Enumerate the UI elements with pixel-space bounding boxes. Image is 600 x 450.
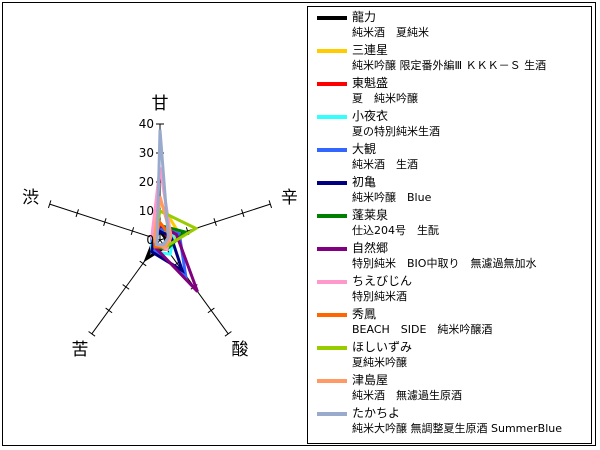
- legend-swatch: [317, 16, 347, 20]
- axis-tick: [47, 200, 52, 209]
- legend-series-name: 龍力: [352, 10, 377, 24]
- r-tick-label: 20: [139, 175, 154, 189]
- axis-tick: [105, 307, 113, 314]
- legend-item-0: 龍力 純米酒 夏純米: [314, 9, 592, 42]
- legend-item-9: 秀鳳 BEACH SIDE 純米吟醸酒: [314, 306, 592, 339]
- legend-swatch: [317, 115, 347, 119]
- axis-tick: [268, 200, 273, 209]
- legend-series-subtitle: 純米吟醸 Blue: [352, 191, 432, 204]
- axis-label-4: 渋: [22, 188, 39, 208]
- legend-series-subtitle: 純米酒 無濾過生原酒: [352, 389, 462, 402]
- axis-label-1: 辛: [281, 188, 298, 208]
- legend-series-name: 津島屋: [352, 373, 389, 387]
- legend-item-12: たかちよ純米大吟醸 無調整夏生原酒 SummerBlue: [314, 405, 592, 438]
- radar-labels: 甘辛酸 苦 渋 0 10 20 30 40: [22, 94, 298, 360]
- legend: 龍力純米酒 夏純米 三連星純米吟醸 限定番外編Ⅲ ＫＫＫ－Ｓ 生酒 東魁盛夏 純米吟…: [307, 6, 592, 444]
- axis-tick: [88, 331, 96, 337]
- legend-swatch: [317, 280, 347, 284]
- legend-item-5: 初亀純米吟醸 Blue: [314, 174, 592, 207]
- legend-series-name: 自然郷: [352, 241, 389, 255]
- legend-series-name: 東魁盛: [352, 76, 389, 90]
- legend-series-subtitle: 純米大吟醸 無調整夏生原酒 SummerBlue: [352, 422, 563, 435]
- legend-series-subtitle: 夏の特別純米生酒: [352, 125, 440, 138]
- legend-swatch: [317, 412, 347, 416]
- legend-series-subtitle: 特別純米酒: [352, 290, 407, 303]
- axis-tick: [103, 218, 107, 227]
- axis-tick: [224, 331, 232, 337]
- legend-item-10: ほしいずみ夏純米吟醸: [314, 339, 592, 372]
- legend-series-subtitle: 純米酒 生酒: [352, 158, 418, 171]
- axis-tick: [139, 260, 147, 267]
- legend-swatch: [317, 214, 347, 218]
- legend-item-1: 三連星純米吟醸 限定番外編Ⅲ ＫＫＫ－Ｓ 生酒: [314, 42, 592, 75]
- axis-label-3: 苦: [72, 340, 89, 360]
- axis-tick: [122, 284, 130, 290]
- legend-series-name: ほしいずみ: [352, 340, 413, 354]
- legend-series-name: 大観: [352, 142, 377, 156]
- legend-series-subtitle: 仕込204号 生酛: [352, 224, 439, 237]
- legend-series-subtitle: BEACH SIDE 純米吟醸酒: [352, 323, 493, 336]
- axis-tick: [207, 307, 215, 314]
- legend-series-name: 秀鳳: [352, 307, 377, 321]
- axis-tick: [241, 209, 245, 218]
- axis-label-0: 甘: [152, 94, 169, 114]
- legend-item-3: 小夜衣夏の特別純米生酒: [314, 108, 592, 141]
- legend-swatch: [317, 82, 347, 86]
- r-tick-label: 0: [146, 233, 154, 247]
- axis-tick: [130, 227, 135, 235]
- legend-item-8: ちえびじん特別純米酒: [314, 273, 592, 306]
- axis-tick: [75, 209, 79, 218]
- legend-item-6: 蓬莱泉仕込204号 生酛: [314, 207, 592, 240]
- legend-swatch: [317, 313, 347, 317]
- legend-swatch: [317, 49, 347, 53]
- legend-item-11: 津島屋純米酒 無濾過生原酒: [314, 372, 592, 405]
- legend-item-4: 大観 純米酒 生酒: [314, 141, 592, 174]
- legend-item-7: 自然郷特別純米 BIO中取り 無濾過無加水: [314, 240, 592, 273]
- legend-series-name: 三連星: [352, 43, 389, 57]
- r-tick-label: 30: [139, 146, 154, 160]
- legend-swatch: [317, 346, 347, 350]
- legend-swatch: [317, 148, 347, 152]
- axis-tick: [213, 218, 217, 227]
- series-12-line: [154, 129, 170, 247]
- legend-swatch: [317, 379, 347, 383]
- legend-series-name: たかちよ: [352, 406, 401, 420]
- legend-series-subtitle: 夏純米吟醸: [352, 356, 407, 369]
- r-tick-label: 10: [139, 204, 154, 218]
- legend-swatch: [317, 181, 347, 185]
- legend-series-subtitle: 特別純米 BIO中取り 無濾過無加水: [352, 257, 537, 270]
- legend-swatch: [317, 247, 347, 251]
- legend-series-name: 初亀: [352, 175, 377, 189]
- legend-series-subtitle: 純米吟醸 限定番外編Ⅲ ＫＫＫ－Ｓ 生酒: [352, 59, 547, 72]
- legend-series-subtitle: 純米酒 夏純米: [352, 26, 429, 39]
- radar-series: [143, 129, 200, 293]
- legend-series-subtitle: 夏 純米吟醸: [352, 92, 418, 105]
- r-tick-label: 40: [139, 117, 154, 131]
- legend-series-name: ちえびじん: [352, 274, 413, 288]
- legend-series-name: 蓬莱泉: [352, 208, 389, 222]
- legend-item-2: 東魁盛夏 純米吟醸: [314, 75, 592, 108]
- axis-label-2: 酸: [231, 340, 248, 360]
- legend-series-name: 小夜衣: [352, 109, 389, 123]
